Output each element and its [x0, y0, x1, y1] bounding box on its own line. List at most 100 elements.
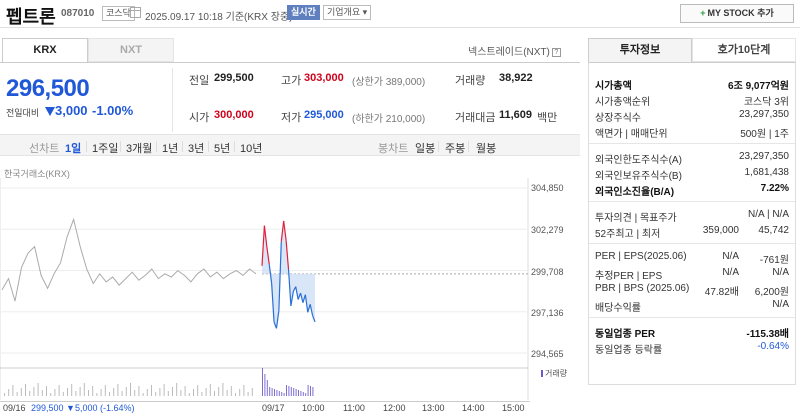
x-tick: 10:00 — [302, 403, 325, 413]
plus-icon: + — [700, 8, 706, 18]
period-3y[interactable]: 3년 — [188, 143, 205, 155]
today-line-segment — [280, 220, 285, 242]
exchange-tabs: KRX NXT — [2, 38, 174, 62]
help-icon[interactable]: ? — [551, 47, 561, 57]
today-line-segment — [307, 304, 311, 313]
nextrade-label: 넥스트레이드(NXT)? — [468, 43, 561, 58]
tab-investment-info[interactable]: 투자정보 — [588, 38, 692, 62]
volume-bar — [209, 384, 211, 396]
period-1w[interactable]: 1주일 — [92, 143, 119, 155]
company-info-dropdown[interactable]: 기업개요 ▾ — [323, 5, 372, 20]
volume-bar — [155, 392, 157, 396]
today-line-segment — [278, 241, 282, 311]
period-daily[interactable]: 일봉 — [415, 143, 436, 155]
volume-bar — [151, 385, 152, 396]
info-label: 외국인보유주식수(B) — [595, 171, 682, 182]
quote-datetime: 2025.09.17 10:18 기준(KRX 장중) — [145, 12, 293, 23]
high-label: 고가 — [281, 75, 302, 87]
info-value: 7.22% — [760, 183, 789, 194]
change-percent: -1.00% — [92, 103, 134, 118]
trade-value: 11,609 — [499, 109, 533, 121]
today-line-segment — [290, 291, 294, 307]
period-weekly[interactable]: 주봉 — [445, 143, 466, 155]
period-1d[interactable]: 1일 — [65, 143, 82, 155]
period-3m[interactable]: 3개월 — [126, 143, 153, 155]
x-tick: 11:00 — [343, 403, 365, 413]
volume-bar — [298, 390, 299, 396]
today-line-segment — [271, 283, 275, 322]
price-chart[interactable] — [0, 178, 530, 400]
today-line-segment — [287, 268, 292, 306]
info-label: 상장주식수 — [595, 113, 641, 124]
divider — [234, 141, 235, 152]
volume-bar — [121, 391, 123, 396]
volume-bar — [276, 390, 278, 396]
volume-bar — [218, 387, 220, 396]
volume-bar — [269, 387, 271, 396]
volume-bar — [271, 388, 273, 396]
period-1y[interactable]: 1년 — [162, 143, 179, 155]
add-mystock-button[interactable]: + MY STOCK 추가 — [680, 4, 794, 23]
volume-bar — [130, 383, 131, 396]
today-line-segment — [295, 286, 299, 300]
today-line-segment — [297, 292, 302, 300]
volume-bar — [100, 389, 102, 396]
info-row: 상장주식수 23,297,350 — [595, 109, 789, 124]
volume-bar — [167, 391, 169, 396]
calendar-icon — [130, 7, 141, 18]
today-line-segment — [309, 304, 314, 316]
tab-nxt[interactable]: NXT — [88, 38, 174, 62]
volume-bar — [205, 388, 207, 396]
prev-close-value: 299,500 — [214, 72, 254, 84]
volume-bar — [300, 391, 302, 396]
volume-bar — [159, 388, 161, 396]
divider — [0, 401, 530, 402]
tab-krx[interactable]: KRX — [2, 38, 88, 62]
period-5y[interactable]: 5년 — [214, 143, 231, 155]
info-row: 외국인소진율(B/A) 7.22% — [595, 183, 789, 198]
divider — [589, 143, 795, 144]
volume-bar — [4, 393, 5, 396]
volume-bar — [109, 392, 110, 396]
market-badge: 코스닥 — [102, 6, 135, 21]
info-row: 액면가 | 매매단위 500원 | 1주 — [595, 125, 789, 140]
volume-bar — [104, 385, 106, 396]
period-toolbar: 선차트 1일 1주일 3개월 1년 3년 5년 10년 봉차트 일봉 주봉 월봉 — [0, 134, 580, 156]
stock-header: 펩트론 087010 코스닥 2025.09.17 10:18 기준(KRX 장… — [0, 0, 800, 28]
volume-bar — [50, 393, 52, 396]
today-line-segment — [261, 225, 266, 266]
period-10y[interactable]: 10년 — [240, 143, 263, 155]
x-tick: 09/17 — [262, 403, 285, 413]
down-triangle-icon — [45, 107, 55, 116]
info-value: 1,681,438 — [744, 167, 790, 178]
realtime-button[interactable]: 실시간 — [287, 5, 320, 20]
today-line-segment — [266, 246, 270, 265]
info-row: PBR | BPS (2025.06) 47.82배 6,200원 — [595, 283, 789, 298]
info-label: 외국인한도주식수(A) — [595, 155, 682, 166]
today-line-segment — [285, 240, 290, 270]
volume-bar — [117, 384, 119, 396]
info-row: 추정PER | EPS N/A N/A — [595, 267, 789, 282]
volume-legend: 거래량 — [541, 368, 567, 379]
today-line-segment — [299, 292, 304, 303]
stock-name: 펩트론 — [6, 7, 56, 27]
period-monthly[interactable]: 월봉 — [476, 143, 497, 155]
volume-bar — [188, 393, 190, 396]
volume-bar — [266, 380, 268, 396]
volume-bar — [281, 392, 283, 396]
prev-day-summary: 299,500 ▼5,000 (-1.64%) — [31, 403, 135, 413]
today-line-segment — [283, 220, 287, 241]
today-line-segment — [312, 315, 316, 323]
volume-bar — [163, 384, 165, 396]
info-value: N/A | N/A — [748, 209, 789, 220]
divider — [438, 141, 439, 152]
divider — [182, 141, 183, 152]
volume-bar — [138, 386, 140, 396]
volume-bar — [222, 383, 224, 396]
volume-bar — [125, 387, 127, 396]
y-tick: 302,279 — [531, 225, 564, 235]
info-row: 배당수익률 N/A — [595, 299, 789, 314]
tab-orderbook[interactable]: 호가10단계 — [692, 38, 796, 62]
info-value: 359,000 — [702, 225, 739, 236]
info-label: 투자의견 | 목표주가 — [595, 213, 677, 224]
